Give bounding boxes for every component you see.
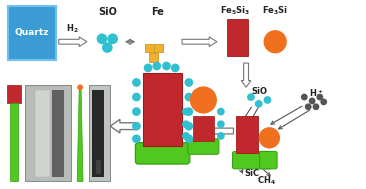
Circle shape [313,103,320,110]
Circle shape [264,30,287,53]
Circle shape [184,134,193,143]
Text: SiO: SiO [252,87,268,96]
Circle shape [317,94,323,100]
Circle shape [152,62,161,70]
Polygon shape [204,125,234,137]
Circle shape [264,96,271,104]
Circle shape [255,100,262,108]
Circle shape [102,42,113,53]
Circle shape [132,93,141,101]
Text: $\mathbf{Fe_5Si_3}$: $\mathbf{Fe_5Si_3}$ [220,5,251,17]
Circle shape [301,94,308,100]
Circle shape [97,33,107,44]
Circle shape [77,84,83,90]
Circle shape [182,132,190,140]
FancyBboxPatch shape [259,151,277,169]
Circle shape [217,132,225,140]
Polygon shape [59,37,87,46]
Text: Fe: Fe [151,7,164,17]
FancyBboxPatch shape [7,85,21,103]
FancyBboxPatch shape [10,103,18,181]
FancyBboxPatch shape [227,19,248,56]
Circle shape [144,64,152,72]
Text: $\mathbf{CH_4}$: $\mathbf{CH_4}$ [257,175,276,187]
Circle shape [182,108,190,115]
FancyBboxPatch shape [89,85,110,181]
FancyBboxPatch shape [92,90,104,177]
Circle shape [217,108,225,115]
Polygon shape [182,37,217,46]
Circle shape [309,98,315,104]
Text: Quartz: Quartz [15,29,49,37]
Circle shape [259,127,280,149]
Polygon shape [77,90,83,181]
Polygon shape [241,63,251,87]
Circle shape [107,33,118,44]
Circle shape [132,78,141,87]
Circle shape [190,86,217,114]
FancyBboxPatch shape [232,151,271,169]
FancyBboxPatch shape [193,116,214,141]
Text: $\mathbf{H_2}$: $\mathbf{H_2}$ [66,22,79,35]
FancyBboxPatch shape [188,139,219,154]
Circle shape [171,64,180,72]
Circle shape [184,93,193,101]
Circle shape [132,122,141,131]
FancyBboxPatch shape [154,44,163,52]
Circle shape [132,107,141,116]
Circle shape [162,62,171,70]
Text: $\mathbf{Fe_3Si}$: $\mathbf{Fe_3Si}$ [262,5,288,17]
FancyBboxPatch shape [96,160,101,174]
FancyBboxPatch shape [52,90,64,177]
Text: SiC: SiC [244,169,259,178]
FancyBboxPatch shape [8,6,56,60]
FancyBboxPatch shape [34,90,50,177]
Circle shape [132,134,141,143]
Circle shape [184,122,193,131]
Circle shape [320,98,327,105]
FancyBboxPatch shape [145,44,154,52]
FancyBboxPatch shape [143,73,182,146]
FancyBboxPatch shape [135,143,190,164]
FancyBboxPatch shape [25,85,71,181]
Circle shape [184,107,193,116]
Text: $\mathbf{H^+}$: $\mathbf{H^+}$ [309,87,323,99]
Polygon shape [110,119,137,133]
Circle shape [182,120,190,128]
FancyBboxPatch shape [149,53,158,62]
FancyBboxPatch shape [236,116,258,153]
Text: SiO: SiO [98,7,117,17]
Circle shape [184,78,193,87]
Circle shape [247,93,255,101]
Circle shape [305,103,311,110]
Circle shape [217,120,225,128]
